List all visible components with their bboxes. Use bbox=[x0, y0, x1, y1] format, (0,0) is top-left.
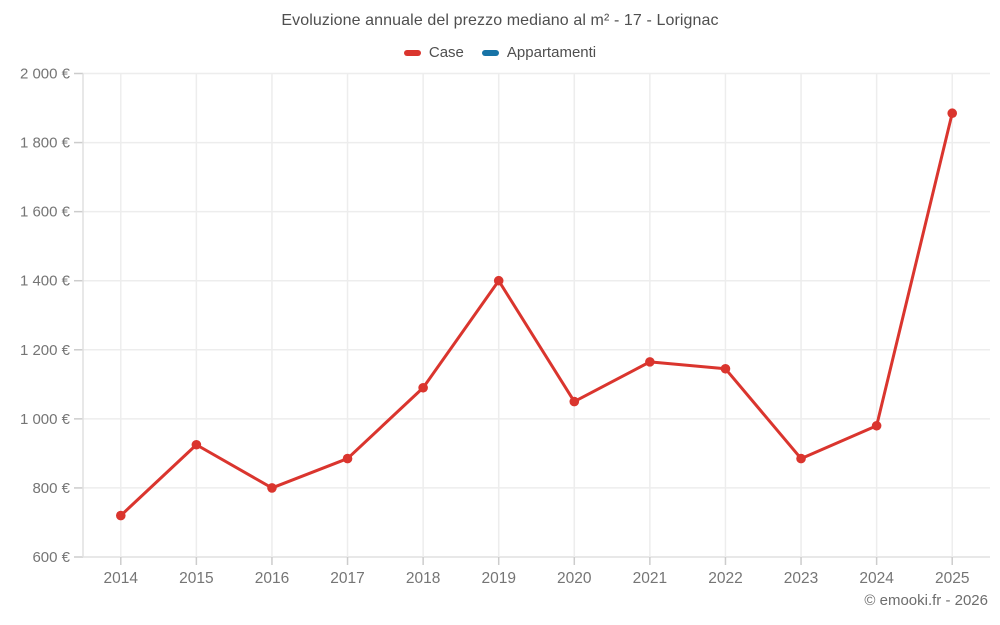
x-axis-tick-label: 2020 bbox=[557, 570, 592, 587]
data-point[interactable] bbox=[947, 108, 958, 119]
x-axis-tick-label: 2023 bbox=[784, 570, 818, 587]
legend-item-case[interactable]: Case bbox=[403, 44, 464, 61]
data-point[interactable] bbox=[267, 483, 277, 493]
y-axis-tick-label: 1 000 € bbox=[20, 411, 71, 428]
y-axis-tick-label: 1 600 € bbox=[20, 204, 71, 221]
x-axis-tick-label: 2022 bbox=[708, 570, 742, 587]
x-axis-tick-label: 2015 bbox=[179, 570, 213, 587]
y-axis-tick-label: 600 € bbox=[32, 549, 70, 566]
legend-item-appartamenti[interactable]: Appartamenti bbox=[481, 44, 597, 61]
data-point[interactable] bbox=[418, 382, 428, 393]
legend-label-appartamenti: Appartamenti bbox=[506, 44, 597, 61]
y-axis-tick-label: 800 € bbox=[32, 480, 70, 497]
y-axis-tick-label: 2 000 € bbox=[20, 66, 71, 83]
chart-title: Evoluzione annuale del prezzo mediano al… bbox=[281, 12, 719, 29]
y-axis-tick-label: 1 400 € bbox=[20, 273, 71, 290]
legend-swatch-appartamenti bbox=[481, 49, 499, 56]
x-axis-tick-label: 2021 bbox=[633, 570, 667, 587]
data-point[interactable] bbox=[493, 275, 504, 286]
data-point[interactable] bbox=[871, 420, 882, 431]
legend-label-case: Case bbox=[428, 44, 464, 61]
x-axis-tick-label: 2025 bbox=[935, 570, 969, 587]
x-axis-tick-label: 2024 bbox=[859, 570, 894, 587]
data-point[interactable] bbox=[191, 439, 202, 450]
data-point[interactable] bbox=[645, 357, 655, 367]
data-point[interactable] bbox=[796, 453, 806, 464]
chart-legend: Case Appartamenti bbox=[0, 44, 1000, 61]
x-axis-tick-label: 2019 bbox=[481, 570, 515, 587]
y-axis-tick-label: 1 800 € bbox=[20, 135, 71, 152]
data-point[interactable] bbox=[720, 363, 731, 374]
data-point[interactable] bbox=[342, 453, 353, 464]
y-axis-tick-label: 1 200 € bbox=[20, 342, 71, 359]
copyright: © emooki.fr - 2026 bbox=[864, 592, 988, 609]
data-point[interactable] bbox=[569, 396, 580, 407]
data-point[interactable] bbox=[115, 510, 126, 521]
x-axis-tick-label: 2014 bbox=[104, 570, 139, 587]
legend-swatch-case bbox=[403, 49, 421, 56]
x-axis-tick-label: 2017 bbox=[330, 570, 364, 587]
x-axis-tick-label: 2018 bbox=[406, 570, 440, 587]
x-axis-tick-label: 2016 bbox=[255, 570, 289, 587]
